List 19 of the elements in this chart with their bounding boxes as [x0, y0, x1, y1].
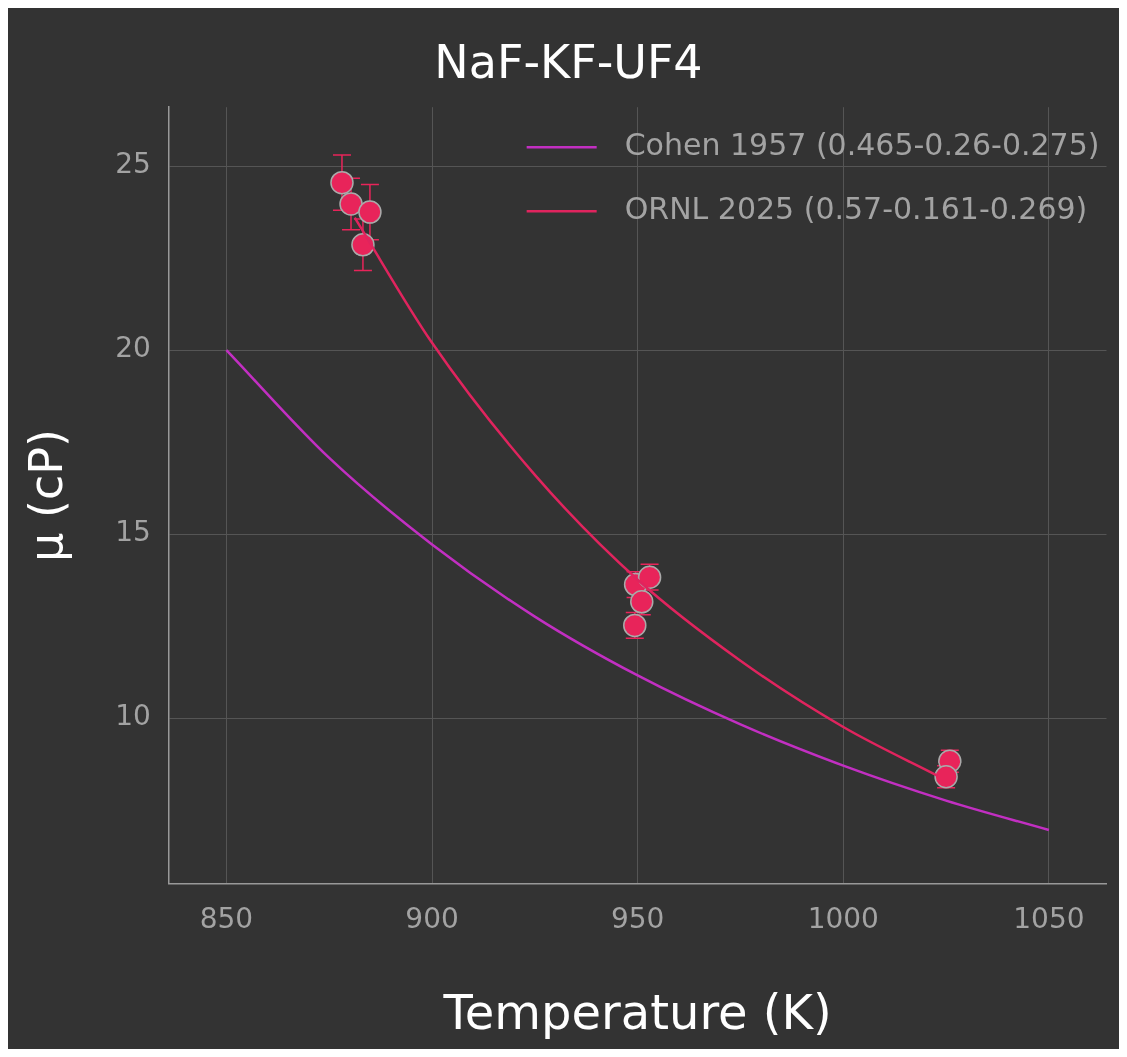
chart-title: NaF-KF-UF4: [434, 34, 703, 89]
point: [358, 200, 382, 224]
x-tick-label: 1000: [807, 901, 879, 935]
x-tick-label: 900: [405, 901, 459, 935]
x-tick-label: 1050: [1013, 901, 1085, 935]
point: [339, 192, 363, 216]
point: [330, 170, 354, 195]
legend-label: Cohen 1957 (0.465-0.26-0.275): [624, 127, 1100, 162]
legend-label: ORNL 2025 (0.57-0.161-0.269): [624, 191, 1088, 226]
y-tick-label: 10: [115, 699, 151, 733]
y-tick-label: 20: [115, 331, 151, 365]
x-tick-label: 850: [199, 901, 254, 935]
x-tick-label: 950: [610, 901, 665, 935]
y-tick-label: 25: [115, 147, 151, 181]
line-series: [225, 348, 1051, 832]
x-axis-title: Temperature (K): [442, 983, 832, 1040]
point: [351, 233, 375, 257]
y-axis-title: μ (cP): [18, 429, 73, 562]
y-tick-label: 15: [115, 515, 151, 549]
